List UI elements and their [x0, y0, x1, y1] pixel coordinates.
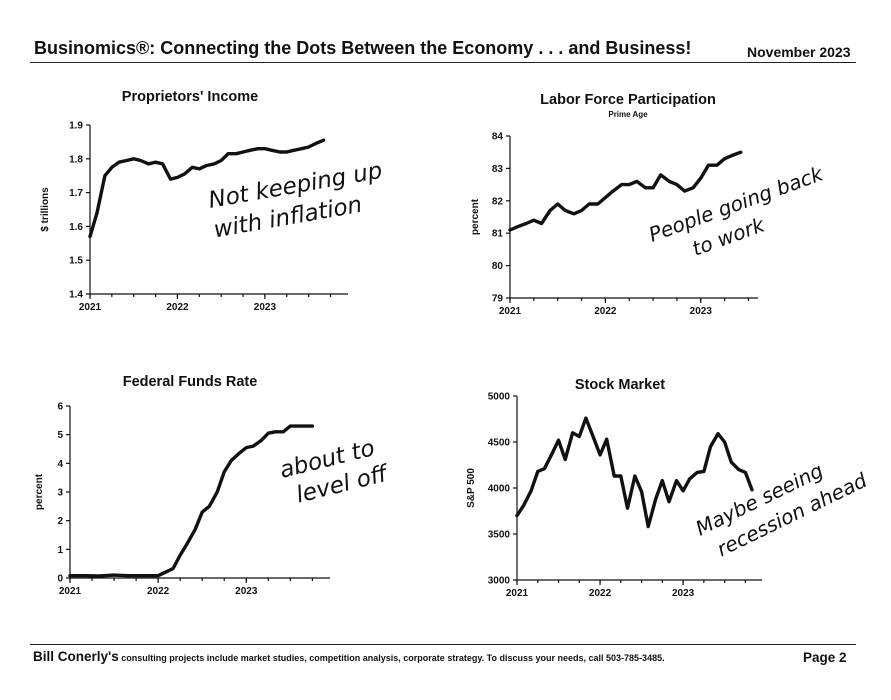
chart-1-y-tick-label: 1.7	[69, 188, 83, 199]
chart-3-x-tick-label: 2023	[235, 586, 258, 597]
chart-2-x-tick-label: 2021	[499, 306, 522, 317]
chart-4-y-tick-label: 4000	[488, 484, 511, 495]
chart-3-y-tick-label: 4	[57, 459, 63, 470]
chart-1-x-tick-label: 2021	[79, 302, 102, 313]
chart-2-y-tick-label: 80	[492, 261, 504, 272]
chart-1-y-tick-label: 1.4	[69, 290, 83, 301]
chart-1-y-tick-label: 1.6	[69, 222, 83, 233]
chart-4-y-tick-label: 3500	[488, 530, 511, 541]
chart-4-title: Stock Market	[575, 377, 665, 393]
chart-4-x-tick-label: 2023	[672, 588, 695, 599]
issue-date: November 2023	[747, 44, 851, 60]
chart-2-y-tick-label: 79	[492, 294, 504, 305]
chart-3-y-tick-label: 0	[57, 574, 63, 585]
chart-2-y-tick-label: 83	[492, 164, 504, 175]
chart-1-y-label: $ trillions	[40, 187, 51, 232]
chart-2-y-label: percent	[470, 198, 481, 235]
chart-2-x-tick-label: 2023	[690, 306, 713, 317]
footer-text: Bill Conerly's consulting projects inclu…	[33, 649, 665, 664]
chart-4-series-line	[515, 416, 754, 529]
chart-2-y-tick-label: 82	[492, 196, 504, 207]
footer-description: consulting projects include market studi…	[118, 653, 665, 663]
chart-3-y-tick-label: 1	[57, 545, 63, 556]
chart-1-y-tick-label: 1.8	[69, 154, 83, 165]
chart-3-y-tick-label: 5	[57, 430, 63, 441]
chart-4-x-tick-label: 2022	[589, 588, 612, 599]
chart-3-x-tick-label: 2021	[59, 586, 82, 597]
chart-3-y-tick-label: 6	[57, 402, 63, 413]
footer-rule	[30, 644, 856, 645]
chart-3-y-tick-label: 3	[57, 488, 63, 499]
chart-2-title: Labor Force Participation	[540, 92, 716, 108]
chart-2-series-line	[508, 150, 743, 232]
chart-3-series-line	[68, 424, 315, 578]
chart-1-title: Proprietors' Income	[122, 89, 258, 105]
chart-4-y-label: S&P 500	[466, 468, 477, 508]
chart-2-y-tick-label: 84	[492, 132, 504, 143]
chart-4-x-tick-label: 2021	[506, 588, 529, 599]
chart-1-series-line	[88, 138, 326, 239]
header-rule	[30, 62, 856, 63]
chart-2-x-tick-label: 2022	[594, 306, 617, 317]
chart-4-y-tick-label: 3000	[488, 576, 511, 587]
chart-1-x-tick-label: 2023	[254, 302, 277, 313]
chart-4-y-tick-label: 5000	[488, 392, 511, 403]
chart-3-title: Federal Funds Rate	[123, 374, 258, 390]
chart-1-y-tick-label: 1.5	[69, 256, 83, 267]
page-title: Businomics®: Connecting the Dots Between…	[34, 38, 692, 58]
chart-2-y-tick-label: 81	[492, 229, 504, 240]
chart-3-y-label: percent	[34, 473, 45, 510]
chart-3-x-tick-label: 2022	[147, 586, 170, 597]
chart-1-x-tick-label: 2022	[166, 302, 189, 313]
footer-author: Bill Conerly's	[33, 649, 119, 664]
page-number: Page 2	[803, 650, 847, 665]
chart-4-y-tick-label: 4500	[488, 438, 511, 449]
chart-2-subtitle: Prime Age	[608, 110, 648, 119]
chart-3-y-tick-label: 2	[57, 516, 63, 527]
chart-1-y-tick-label: 1.9	[69, 121, 83, 132]
